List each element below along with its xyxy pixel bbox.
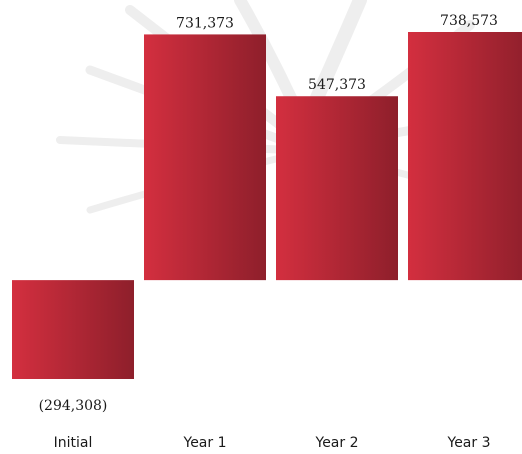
bars-group <box>12 32 522 379</box>
category-label-initial: Initial <box>54 435 93 451</box>
bar-initial <box>12 280 134 379</box>
category-label-year-1: Year 1 <box>183 435 227 451</box>
data-label-year-1: 731,373 <box>176 15 234 31</box>
bar-year-2 <box>276 96 398 281</box>
category-label-year-3: Year 3 <box>447 435 491 451</box>
category-labels-group: Initial Year 1 Year 2 Year 3 <box>54 435 491 451</box>
data-label-year-3: 738,573 <box>440 13 498 29</box>
data-label-initial: (294,308) <box>39 398 108 414</box>
bar-year-3 <box>408 32 522 281</box>
data-labels-group: (294,308) 731,373 547,373 738,573 <box>39 13 498 414</box>
bar-year-1 <box>144 34 266 281</box>
data-label-year-2: 547,373 <box>308 77 366 93</box>
category-label-year-2: Year 2 <box>315 435 359 451</box>
